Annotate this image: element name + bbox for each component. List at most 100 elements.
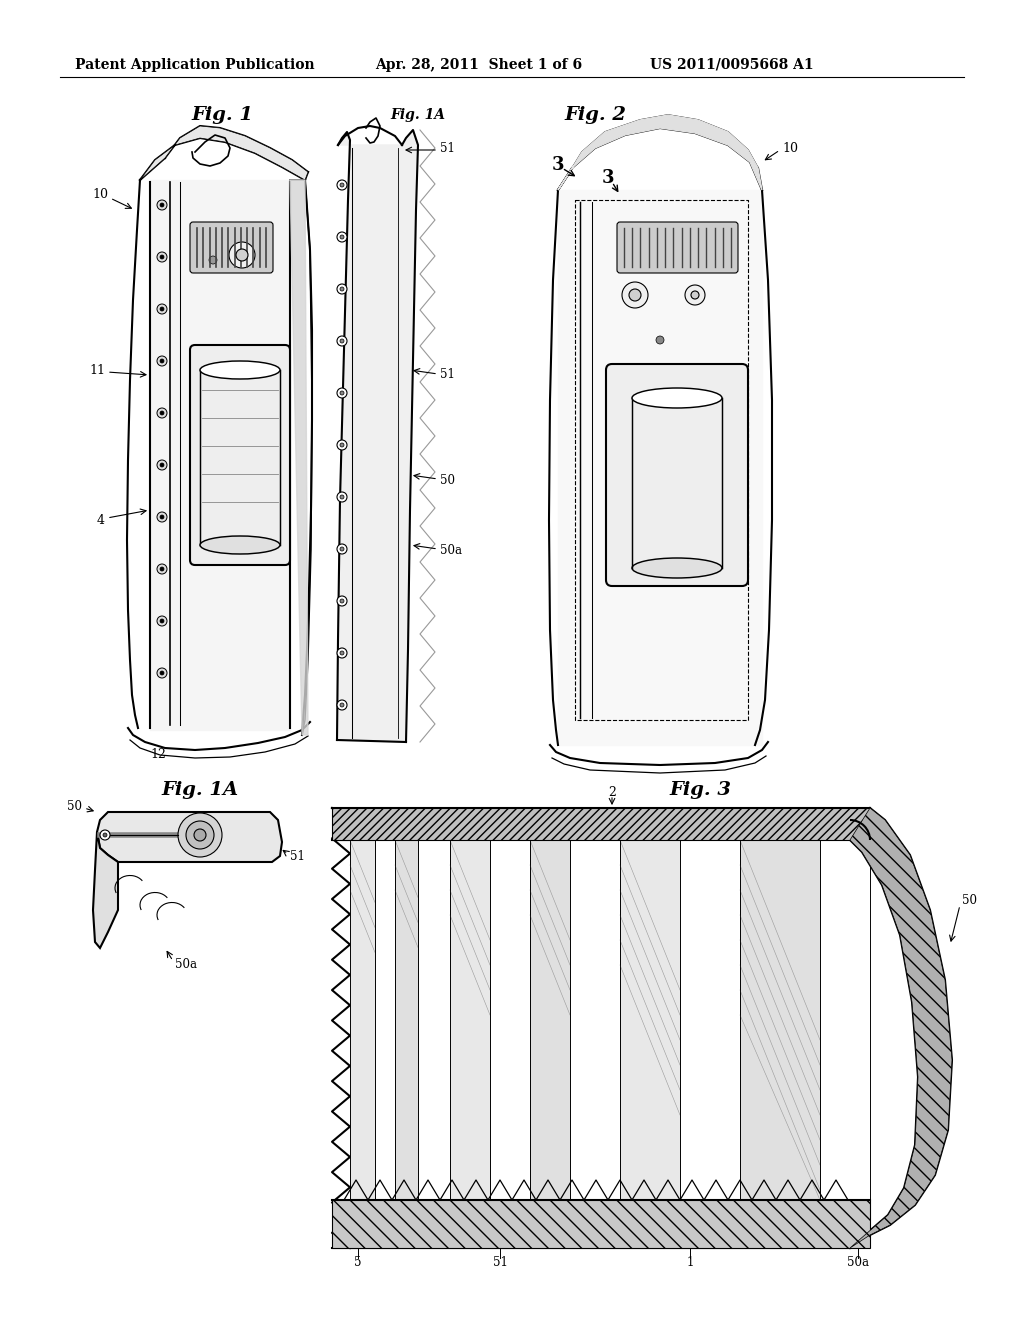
Circle shape (340, 183, 344, 187)
Circle shape (157, 408, 167, 418)
Circle shape (656, 337, 664, 345)
Circle shape (340, 599, 344, 603)
Polygon shape (150, 180, 290, 730)
Text: 51: 51 (290, 850, 305, 862)
Text: 3: 3 (602, 169, 614, 187)
Circle shape (157, 459, 167, 470)
Circle shape (160, 619, 164, 623)
Circle shape (337, 544, 347, 554)
Polygon shape (290, 180, 308, 735)
Bar (530, 840, 570, 1200)
Polygon shape (558, 190, 762, 744)
Text: 51: 51 (440, 141, 455, 154)
Circle shape (160, 203, 164, 207)
Circle shape (157, 356, 167, 366)
FancyBboxPatch shape (190, 345, 290, 565)
Text: Fig. 1: Fig. 1 (191, 106, 253, 124)
Ellipse shape (200, 536, 280, 554)
Text: Patent Application Publication: Patent Application Publication (75, 58, 314, 73)
Circle shape (160, 255, 164, 259)
Text: Fig. 1A: Fig. 1A (162, 781, 239, 799)
Bar (490, 840, 530, 1200)
Circle shape (340, 286, 344, 290)
Circle shape (103, 833, 106, 837)
Circle shape (337, 492, 347, 502)
Circle shape (337, 440, 347, 450)
Circle shape (337, 232, 347, 242)
Bar (820, 840, 870, 1200)
Circle shape (160, 671, 164, 675)
Text: 50a: 50a (175, 958, 197, 972)
Bar (740, 840, 820, 1200)
Circle shape (629, 289, 641, 301)
Circle shape (160, 515, 164, 519)
Text: Fig. 3: Fig. 3 (669, 781, 731, 799)
Circle shape (236, 249, 248, 261)
Circle shape (178, 813, 222, 857)
Ellipse shape (632, 558, 722, 578)
Circle shape (340, 495, 344, 499)
Text: Fig. 1A: Fig. 1A (390, 108, 445, 121)
Circle shape (194, 829, 206, 841)
Polygon shape (332, 840, 870, 1200)
FancyBboxPatch shape (190, 222, 273, 273)
Circle shape (160, 308, 164, 312)
Text: 2: 2 (608, 787, 616, 800)
Circle shape (337, 180, 347, 190)
Circle shape (209, 256, 217, 264)
Circle shape (157, 304, 167, 314)
Circle shape (337, 284, 347, 294)
Text: 3: 3 (552, 156, 564, 174)
Circle shape (622, 282, 648, 308)
Circle shape (337, 388, 347, 399)
Polygon shape (332, 808, 870, 840)
Circle shape (160, 463, 164, 467)
Text: 10: 10 (782, 141, 798, 154)
Text: 12: 12 (150, 748, 166, 762)
Circle shape (157, 512, 167, 521)
Bar (418, 840, 450, 1200)
Text: 51: 51 (493, 1255, 508, 1269)
Bar (395, 840, 418, 1200)
FancyBboxPatch shape (617, 222, 738, 273)
Text: Fig. 2: Fig. 2 (564, 106, 626, 124)
Circle shape (340, 339, 344, 343)
Circle shape (100, 830, 110, 840)
Bar (570, 840, 620, 1200)
Text: 50: 50 (67, 800, 82, 813)
Text: 1: 1 (686, 1255, 693, 1269)
Circle shape (337, 597, 347, 606)
Circle shape (157, 564, 167, 574)
Text: Apr. 28, 2011  Sheet 1 of 6: Apr. 28, 2011 Sheet 1 of 6 (375, 58, 582, 73)
Circle shape (160, 411, 164, 414)
Text: US 2011/0095668 A1: US 2011/0095668 A1 (650, 58, 814, 73)
Circle shape (340, 444, 344, 447)
Circle shape (691, 290, 699, 300)
Circle shape (340, 391, 344, 395)
Text: 51: 51 (440, 368, 455, 381)
Text: 10: 10 (92, 189, 108, 202)
Circle shape (337, 337, 347, 346)
Bar (350, 840, 375, 1200)
Bar (620, 840, 680, 1200)
Ellipse shape (632, 388, 722, 408)
Circle shape (157, 252, 167, 261)
Text: 11: 11 (89, 363, 105, 376)
Polygon shape (140, 125, 308, 180)
Circle shape (160, 359, 164, 363)
Circle shape (157, 616, 167, 626)
Polygon shape (558, 115, 762, 190)
Bar (375, 840, 395, 1200)
Text: 4: 4 (97, 513, 105, 527)
Circle shape (157, 668, 167, 678)
Circle shape (340, 651, 344, 655)
Bar (680, 840, 740, 1200)
Text: 50: 50 (962, 894, 977, 907)
Bar (450, 840, 490, 1200)
Circle shape (340, 704, 344, 708)
Polygon shape (850, 808, 952, 1247)
FancyBboxPatch shape (606, 364, 748, 586)
Circle shape (337, 700, 347, 710)
Polygon shape (337, 129, 418, 742)
Text: 50a: 50a (440, 544, 462, 557)
